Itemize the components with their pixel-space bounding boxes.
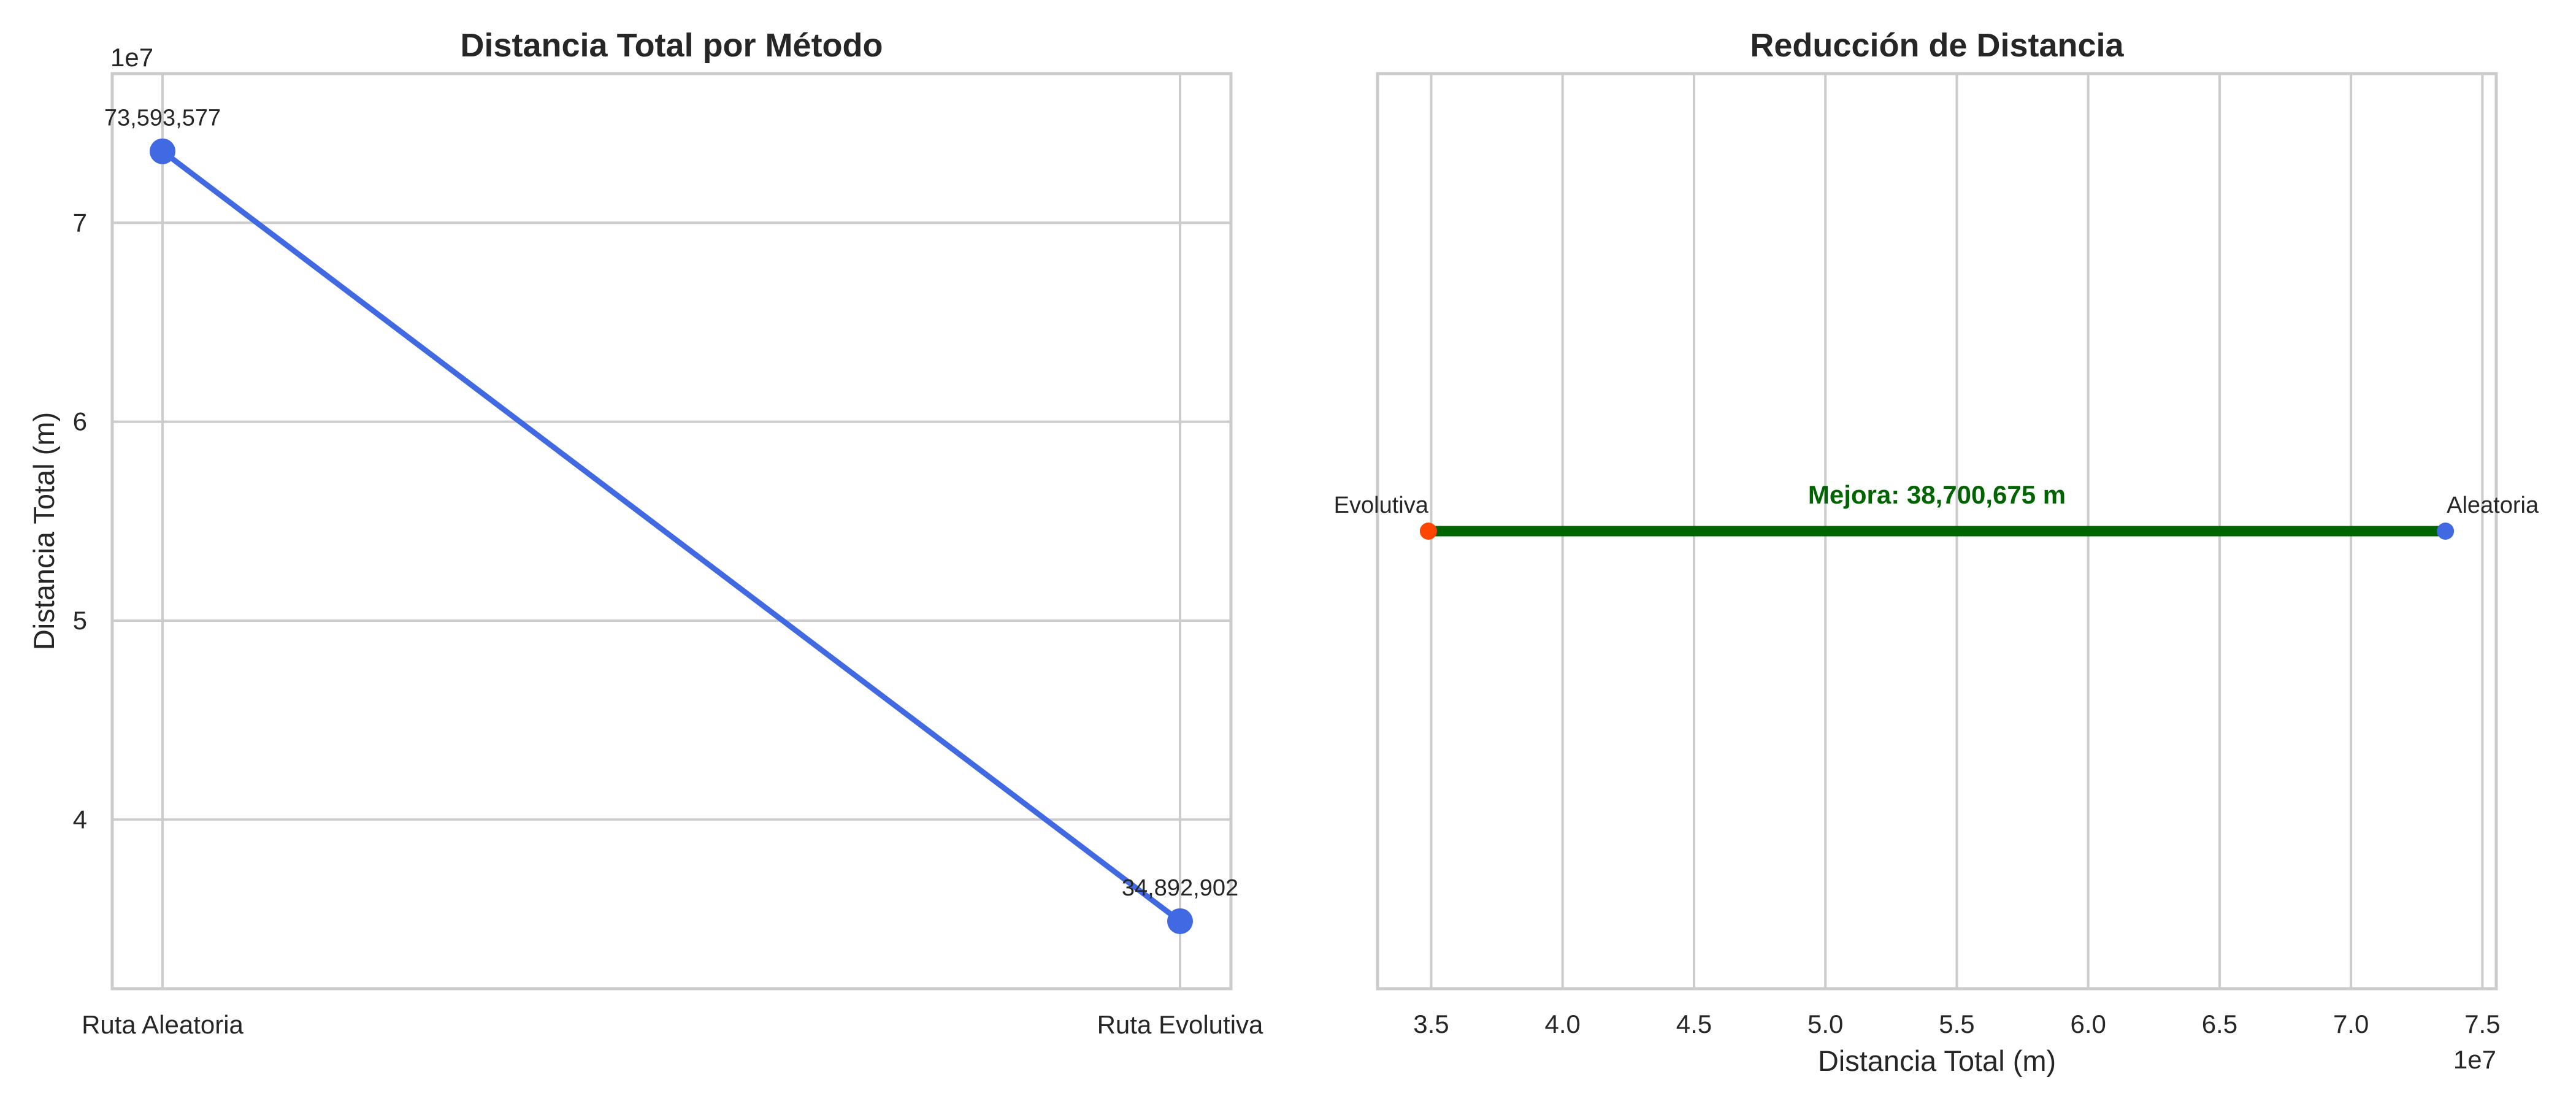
right-x-tick-label: 6.0: [2070, 1010, 2106, 1038]
series-line: [159, 148, 1183, 924]
left-chart-title: Distancia Total por Método: [460, 27, 883, 64]
left-y-ticks: 4 5 6 7: [73, 208, 87, 834]
right-chart: Reducción de Distancia 3.5 4.0 4.5 5.0 5.5 6.…: [1334, 27, 2539, 1077]
left-y-tick-label: 5: [73, 606, 87, 635]
improvement-annotation: Mejora: 38,700,675 m: [1808, 480, 2066, 509]
right-plot-frame: [1376, 72, 2498, 991]
left-y-tick-label: 4: [73, 805, 87, 834]
left-y-offset-text: 1e7: [110, 43, 153, 72]
data-point: [150, 138, 175, 164]
endpoint-marker: [1419, 523, 1437, 540]
data-point: [1167, 908, 1193, 934]
endpoint-marker: [2437, 523, 2455, 540]
left-x-tick-label: Ruta Evolutiva: [1097, 1010, 1263, 1039]
right-x-tick-label: 5.5: [1939, 1010, 1974, 1038]
right-x-tick-label: 7.0: [2333, 1010, 2369, 1038]
right-x-tick-label: 6.5: [2202, 1010, 2237, 1038]
right-x-tick-label: 3.5: [1413, 1010, 1449, 1038]
left-series: 73,593,577 34,892,902: [104, 105, 1238, 934]
left-grid: [112, 74, 1231, 989]
right-chart-title: Reducción de Distancia: [1750, 27, 2124, 64]
left-y-tick-label: 7: [73, 208, 87, 237]
right-x-tick-label: 5.0: [1807, 1010, 1843, 1038]
data-label: 73,593,577: [104, 105, 221, 131]
left-y-axis-label: Distancia Total (m): [28, 412, 60, 650]
left-chart: Distancia Total por Método 4 5 6 7 Ruta Ale…: [28, 27, 1263, 1039]
left-plot-frame: [110, 72, 1233, 991]
right-x-ticks: 3.5 4.0 4.5 5.0 5.5 6.0 6.5 7.0 7.5: [1413, 1010, 2500, 1038]
data-label: 34,892,902: [1122, 875, 1238, 901]
right-x-tick-label: 7.5: [2464, 1010, 2500, 1038]
endpoint-label: Evolutiva: [1334, 493, 1429, 518]
right-series: Mejora: 38,700,675 m Evolutiva Aleatoria: [1334, 480, 2539, 540]
endpoint-label: Aleatoria: [2447, 493, 2539, 518]
left-x-ticks: Ruta Aleatoria Ruta Evolutiva: [82, 1010, 1263, 1039]
left-y-tick-label: 6: [73, 407, 87, 436]
right-x-tick-label: 4.0: [1545, 1010, 1581, 1038]
right-x-tick-label: 4.5: [1676, 1010, 1712, 1038]
left-x-tick-label: Ruta Aleatoria: [82, 1010, 243, 1039]
right-x-offset-text: 1e7: [2453, 1045, 2496, 1074]
right-x-axis-label: Distancia Total (m): [1818, 1045, 2056, 1077]
